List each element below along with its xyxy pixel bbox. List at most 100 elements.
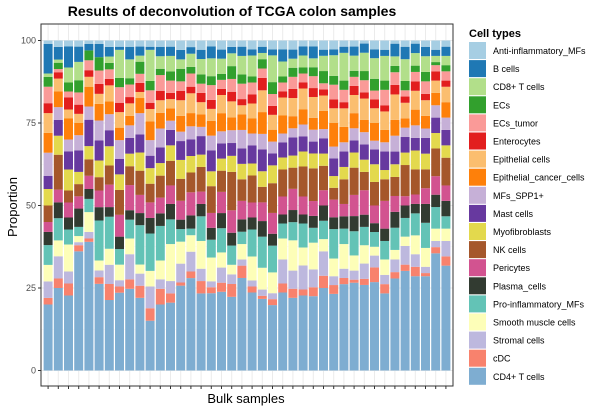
bar-segment	[74, 226, 84, 237]
bar-segment	[115, 280, 124, 287]
bar-segment	[196, 114, 206, 127]
legend-label: Plasma_cells	[493, 281, 547, 291]
bar-segment	[380, 142, 390, 152]
bar-segment	[390, 278, 400, 371]
bar-segment	[329, 217, 339, 230]
bar-segment	[227, 66, 237, 79]
bar-segment	[217, 291, 226, 371]
bar-segment	[257, 295, 267, 299]
bar-segment	[329, 158, 339, 177]
bar-segment	[186, 215, 196, 229]
y-tick-label: 0	[31, 366, 36, 376]
bar-segment	[441, 240, 451, 257]
legend-item: cDC	[469, 349, 511, 367]
bar-segment	[319, 110, 328, 130]
bar-segment	[94, 70, 104, 84]
bar-segment	[380, 80, 390, 90]
bar-segment	[43, 205, 53, 222]
bar-segment	[217, 40, 226, 50]
bar-segment	[288, 76, 298, 89]
bar-segment	[257, 267, 267, 290]
legend-item: CD8+ T cells	[469, 78, 545, 96]
bar-segment	[390, 56, 400, 66]
bar-segment	[135, 152, 145, 171]
bar-segment	[155, 260, 165, 280]
bar-segment	[186, 73, 196, 87]
bar-segment	[196, 40, 206, 50]
bar-segment	[115, 292, 124, 371]
bar-segment	[64, 67, 73, 83]
bar-segment	[227, 155, 237, 172]
bar-segment	[390, 43, 400, 57]
bar-segment	[237, 74, 247, 84]
bar-segment	[390, 94, 400, 120]
bar-segment	[43, 189, 53, 206]
bar-segment	[400, 80, 410, 91]
bar-segment	[329, 55, 339, 76]
bar-segment	[176, 141, 186, 160]
bar-segment	[349, 140, 359, 153]
bar-segment	[104, 248, 114, 265]
bar-segment	[196, 191, 206, 204]
bar-segment	[135, 61, 145, 74]
bar-segment	[278, 238, 288, 260]
bar-segment	[380, 274, 390, 285]
bar-segment	[308, 215, 318, 228]
bar-segment	[319, 251, 328, 276]
bar-segment	[237, 265, 247, 278]
bar-segment	[186, 271, 196, 279]
bar-segment	[278, 292, 288, 371]
bar-segment	[410, 90, 420, 110]
bar-segment	[339, 284, 349, 371]
bar-segment	[74, 196, 84, 209]
bar-segment	[441, 265, 451, 371]
bar-segment	[64, 91, 73, 98]
bar-segment	[227, 130, 237, 144]
bar-segment	[125, 288, 135, 371]
bar-segment	[390, 259, 400, 273]
bar-segment	[329, 258, 339, 277]
bar-segment	[115, 140, 124, 159]
bar-segment	[94, 103, 104, 121]
bar-segment	[115, 127, 124, 141]
bar-segment	[74, 113, 84, 123]
bar-segment	[186, 93, 196, 114]
bar-segment	[155, 175, 165, 198]
bar-segment	[400, 127, 410, 138]
bar-segment	[94, 277, 104, 284]
bar-segment	[288, 116, 298, 129]
bar-segment	[421, 100, 430, 116]
bar-segment	[166, 71, 175, 81]
bar-segment	[166, 55, 175, 72]
bar-segment	[135, 213, 145, 226]
bar-segment	[237, 244, 247, 260]
bar-segment	[145, 270, 155, 287]
bar-segment	[319, 40, 328, 50]
bar-segment	[84, 159, 94, 176]
bar-segment	[206, 120, 216, 136]
bar-segment	[298, 265, 308, 290]
bar-segment	[145, 155, 155, 169]
bar-segment	[155, 68, 165, 76]
bar-segment	[410, 40, 420, 44]
bar-segment	[308, 227, 318, 243]
bar-segment	[441, 86, 451, 103]
bar-segment	[53, 218, 63, 241]
bar-segment	[43, 76, 53, 87]
bar-segment	[329, 99, 339, 109]
bar-segment	[359, 144, 369, 160]
bar-segment	[288, 88, 298, 99]
bar-segment	[298, 214, 308, 224]
bar-segment	[196, 216, 206, 241]
bar-segment	[308, 76, 318, 89]
bar-segment	[64, 202, 73, 218]
bar-segment	[257, 186, 267, 203]
bar-segment	[380, 293, 390, 371]
bar-segment	[268, 183, 277, 213]
bar-segment	[115, 49, 124, 78]
bar-segment	[115, 40, 124, 47]
bar-segment	[53, 62, 63, 70]
bar-segment	[84, 86, 94, 107]
bar-segment	[84, 231, 94, 239]
bar-segment	[166, 160, 175, 186]
